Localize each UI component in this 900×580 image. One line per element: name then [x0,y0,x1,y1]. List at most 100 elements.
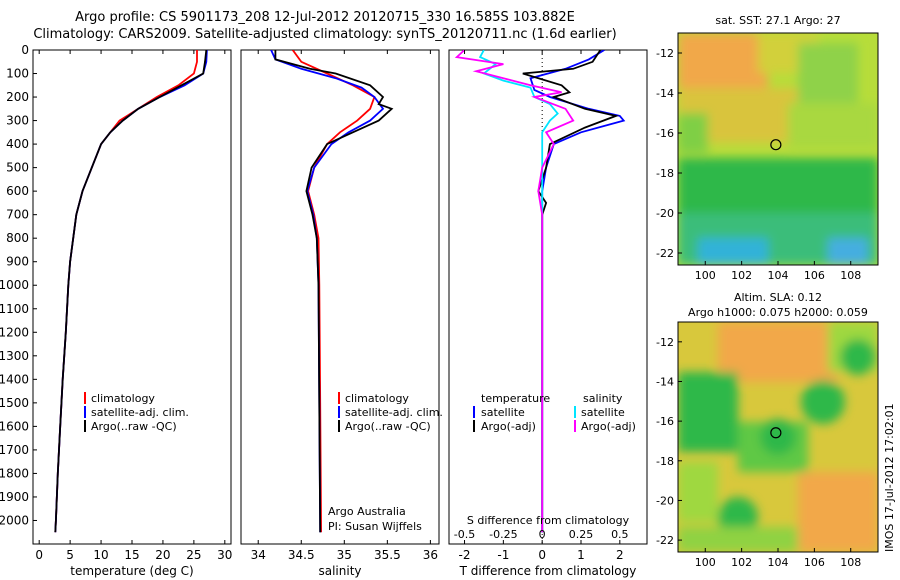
s-tick-label: 0 [539,528,546,541]
temperature-series-group [54,50,208,533]
y-tick-label: 500 [6,161,29,175]
salinity-series-group [270,50,394,533]
header-line-2: Climatology: CARS2009. Satellite-adjuste… [33,27,617,42]
map-x-tick-label: 100 [695,556,716,569]
x-tick-label: 20 [155,548,170,562]
map-x-tick-label: 104 [768,556,789,569]
map-y-tick-label: -14 [656,375,674,388]
x-tick-label: 1 [577,548,585,562]
y-tick-label: 1500 [0,396,29,410]
sla-map-title: Altim. SLA: 0.12 [734,291,822,304]
y-tick-label: 2000 [0,513,29,527]
map-y-tick-label: -22 [656,534,674,547]
legend-label-temp-argo: Argo(-adj) [481,420,536,433]
x-tick-label: 0 [35,548,43,562]
s-tick-label: 0.25 [569,528,594,541]
map-x-tick-label: 108 [840,269,861,282]
temperature-plot-frame [32,49,232,545]
y-tick-label: 1700 [0,443,29,457]
legend-title-temperature: temperature [481,392,550,405]
sst-map-axes: 100 102 104 106 108 -12 -14 -16 -18 -20 -22 [656,47,861,282]
y-tick-label: 1300 [0,349,29,363]
salinity-legend: climatology satellite-adj. clim. Argo(..… [338,392,443,433]
x-tick-label: -2 [459,548,471,562]
s-tick-label: -0.25 [489,528,517,541]
x-tick-label: 10 [93,548,108,562]
x-tick-label: -1 [497,548,509,562]
sla-map-subtitle: Argo h1000: 0.075 h2000: 0.059 [688,306,868,319]
y-tick-label: 900 [6,255,29,269]
y-tick-label: 800 [6,231,29,245]
series-line-argo [274,50,394,533]
legend-label-sal-argo: Argo(-adj) [581,420,636,433]
sla-map-axes: 100 102 104 106 108 -12 -14 -16 -18 -20 -22 [656,336,861,569]
axes-ticks-group: 0 5 10 15 20 25 300100200300400500600700800900… [0,43,624,562]
difference-legend: temperature salinity satellite Argo(-adj… [473,392,636,433]
salinity-axis-label: salinity [318,564,361,578]
map-y-tick-label: -20 [656,207,674,220]
y-tick-label: 700 [6,208,29,222]
series-line-argo [54,50,208,533]
t-difference-axis-label: T difference from climatology [459,564,637,578]
s-difference-axis-label: S difference from climatology [467,514,630,527]
x-tick-label: 0 [538,548,546,562]
x-tick-label: 5 [66,548,74,562]
y-tick-label: 1800 [0,466,29,480]
map-y-tick-label: -18 [656,455,674,468]
s-tick-label: -0.5 [454,528,475,541]
temperature-axis-label: temperature (deg C) [70,564,193,578]
legend-label-satellite: satellite-adj. clim. [345,406,443,419]
x-tick-label: 2 [616,548,624,562]
y-tick-label: 1400 [0,372,29,386]
y-tick-label: 0 [21,43,29,57]
difference-series-group [454,50,626,533]
series-line-sal_satellite [478,50,559,533]
map-x-tick-label: 102 [731,269,752,282]
x-tick-label: 30 [217,548,232,562]
argo-position-marker [770,139,782,151]
legend-label-climatology: climatology [91,392,155,405]
map-y-tick-label: -22 [656,247,674,260]
s-difference-tick-labels: -0.5 -0.25 0 0.25 0.5 [454,528,629,541]
y-tick-label: 1100 [0,302,29,316]
x-tick-label: 34 [251,548,266,562]
legend-label-temp-satellite: satellite [481,406,525,419]
temperature-legend: climatology satellite-adj. clim. Argo(..… [84,392,189,433]
legend-label-sal-satellite: satellite [581,406,625,419]
y-tick-label: 1600 [0,419,29,433]
annotation-pi: PI: Susan Wijffels [328,520,422,533]
legend-label-climatology: climatology [345,392,409,405]
x-tick-label: 34.5 [288,548,315,562]
y-tick-label: 1000 [0,278,29,292]
series-line-sal_argo [454,50,575,533]
x-tick-label: 35.5 [374,548,401,562]
legend-label-argo: Argo(..raw -QC) [91,420,177,433]
salinity-plot-frame [240,49,440,545]
y-tick-label: 200 [6,90,29,104]
annotation-argo-australia: Argo Australia [328,505,406,518]
map-x-tick-label: 106 [804,269,825,282]
legend-title-salinity: salinity [583,392,623,405]
map-x-tick-label: 102 [731,556,752,569]
map-y-tick-label: -12 [656,336,674,349]
map-y-tick-label: -12 [656,47,674,60]
imos-timestamp-stamp: IMOS 17-Jul-2012 17:02:01 [883,403,896,552]
map-y-tick-label: -20 [656,494,674,507]
x-tick-label: 25 [186,548,201,562]
y-tick-label: 600 [6,184,29,198]
map-x-tick-label: 106 [804,556,825,569]
map-x-tick-label: 100 [695,269,716,282]
s-tick-label: 0.5 [611,528,629,541]
x-tick-label: 35 [337,548,352,562]
sst-map-title: sat. SST: 27.1 Argo: 27 [715,14,840,27]
map-x-tick-label: 108 [840,556,861,569]
legend-label-argo: Argo(..raw -QC) [345,420,431,433]
map-y-tick-label: -16 [656,415,674,428]
y-tick-label: 1200 [0,325,29,339]
y-tick-label: 1900 [0,490,29,504]
y-tick-label: 400 [6,137,29,151]
header-line-1: Argo profile: CS 5901173_208 12-Jul-2012… [75,10,575,25]
map-y-tick-label: -18 [656,167,674,180]
y-tick-label: 100 [6,67,29,81]
